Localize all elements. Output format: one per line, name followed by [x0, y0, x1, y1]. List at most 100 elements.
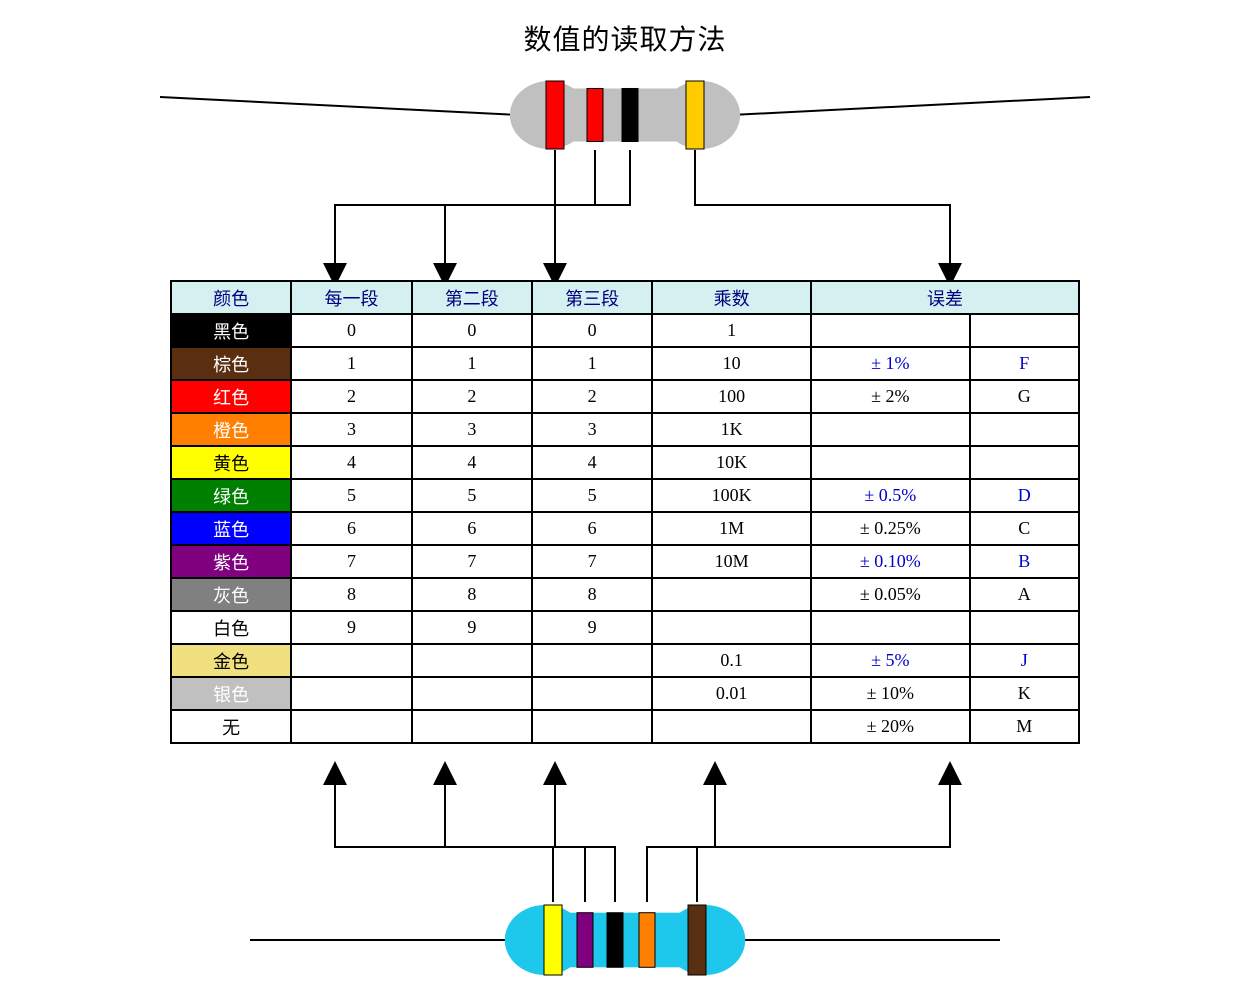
table-row: 金色 0.1± 5%J	[171, 644, 1079, 677]
table-row: 蓝色6661M± 0.25%C	[171, 512, 1079, 545]
table-cell: 8	[291, 578, 411, 611]
table-cell: 10	[652, 347, 811, 380]
tolerance-cell: ± 0.5%	[811, 479, 970, 512]
table-cell: 10K	[652, 446, 811, 479]
page-title: 数值的读取方法	[0, 18, 1250, 58]
table-cell	[291, 644, 411, 677]
color-swatch-cell: 棕色	[171, 347, 291, 380]
table-cell: 2	[532, 380, 652, 413]
color-swatch-cell: 金色	[171, 644, 291, 677]
table-cell: 7	[291, 545, 411, 578]
tolerance-cell: ± 20%	[811, 710, 970, 743]
tolerance-letter-cell: D	[970, 479, 1079, 512]
color-swatch-cell: 无	[171, 710, 291, 743]
tolerance-cell	[811, 611, 970, 644]
table-cell: 3	[532, 413, 652, 446]
tolerance-letter-cell: F	[970, 347, 1079, 380]
tolerance-cell: ± 0.25%	[811, 512, 970, 545]
color-swatch-cell: 白色	[171, 611, 291, 644]
tolerance-letter-cell: C	[970, 512, 1079, 545]
table-cell	[532, 644, 652, 677]
color-swatch-cell: 黄色	[171, 446, 291, 479]
table-cell	[532, 710, 652, 743]
table-cell: 0	[412, 314, 532, 347]
table-cell: 7	[412, 545, 532, 578]
tolerance-cell	[811, 413, 970, 446]
table-header-cell: 误差	[811, 281, 1079, 314]
color-swatch-cell: 黑色	[171, 314, 291, 347]
table-cell: 9	[412, 611, 532, 644]
table-cell: 2	[291, 380, 411, 413]
page-root: 数值的读取方法 颜色每一段第二段第三段乘数误差 黑色0001棕色11110± 1…	[0, 0, 1250, 1000]
color-swatch-cell: 绿色	[171, 479, 291, 512]
table-cell	[291, 677, 411, 710]
table-cell: 9	[532, 611, 652, 644]
tolerance-letter-cell	[970, 413, 1079, 446]
tolerance-cell: ± 0.10%	[811, 545, 970, 578]
table-cell	[652, 710, 811, 743]
tolerance-letter-cell	[970, 611, 1079, 644]
tolerance-letter-cell: A	[970, 578, 1079, 611]
table-cell: 1	[532, 347, 652, 380]
color-swatch-cell: 红色	[171, 380, 291, 413]
color-swatch-cell: 紫色	[171, 545, 291, 578]
table-cell: 4	[412, 446, 532, 479]
tolerance-letter-cell	[970, 314, 1079, 347]
table-cell: 5	[412, 479, 532, 512]
tolerance-letter-cell: J	[970, 644, 1079, 677]
table-cell	[652, 611, 811, 644]
color-swatch-cell: 银色	[171, 677, 291, 710]
table-cell: 1	[412, 347, 532, 380]
table-cell: 100K	[652, 479, 811, 512]
tolerance-cell: ± 5%	[811, 644, 970, 677]
tolerance-letter-cell	[970, 446, 1079, 479]
table-cell: 10M	[652, 545, 811, 578]
table-cell: 8	[412, 578, 532, 611]
table-cell: 6	[291, 512, 411, 545]
table-row: 棕色11110± 1%F	[171, 347, 1079, 380]
table-cell: 4	[532, 446, 652, 479]
table-cell	[412, 710, 532, 743]
table-cell: 5	[291, 479, 411, 512]
table-cell	[412, 644, 532, 677]
table-row: 黑色0001	[171, 314, 1079, 347]
table-cell: 0	[291, 314, 411, 347]
tolerance-cell: ± 2%	[811, 380, 970, 413]
table-cell: 0.1	[652, 644, 811, 677]
table-row: 银色 0.01± 10%K	[171, 677, 1079, 710]
tolerance-cell: ± 1%	[811, 347, 970, 380]
table-cell: 2	[412, 380, 532, 413]
table-body: 黑色0001棕色11110± 1%F红色222100± 2%G橙色3331K黄色…	[171, 314, 1079, 743]
tolerance-letter-cell: G	[970, 380, 1079, 413]
color-swatch-cell: 蓝色	[171, 512, 291, 545]
table-row: 绿色555100K± 0.5%D	[171, 479, 1079, 512]
table-row: 红色222100± 2%G	[171, 380, 1079, 413]
table-header-cell: 乘数	[652, 281, 811, 314]
table-cell: 3	[291, 413, 411, 446]
table-cell: 0.01	[652, 677, 811, 710]
table-header-cell: 每一段	[291, 281, 411, 314]
tolerance-letter-cell: B	[970, 545, 1079, 578]
table-cell	[291, 710, 411, 743]
table-cell: 8	[532, 578, 652, 611]
table-cell: 1	[291, 347, 411, 380]
table-row: 紫色77710M± 0.10%B	[171, 545, 1079, 578]
table-cell: 0	[532, 314, 652, 347]
table-cell: 5	[532, 479, 652, 512]
table-row: 黄色44410K	[171, 446, 1079, 479]
table-row: 橙色3331K	[171, 413, 1079, 446]
table-cell: 1	[652, 314, 811, 347]
color-swatch-cell: 橙色	[171, 413, 291, 446]
table-cell: 4	[291, 446, 411, 479]
table-cell	[412, 677, 532, 710]
table-row: 灰色888± 0.05%A	[171, 578, 1079, 611]
table-cell: 7	[532, 545, 652, 578]
tolerance-cell: ± 10%	[811, 677, 970, 710]
table-cell: 1M	[652, 512, 811, 545]
table-cell: 1K	[652, 413, 811, 446]
tolerance-letter-cell: K	[970, 677, 1079, 710]
table-cell: 100	[652, 380, 811, 413]
table-cell: 9	[291, 611, 411, 644]
table-cell: 6	[412, 512, 532, 545]
tolerance-letter-cell: M	[970, 710, 1079, 743]
